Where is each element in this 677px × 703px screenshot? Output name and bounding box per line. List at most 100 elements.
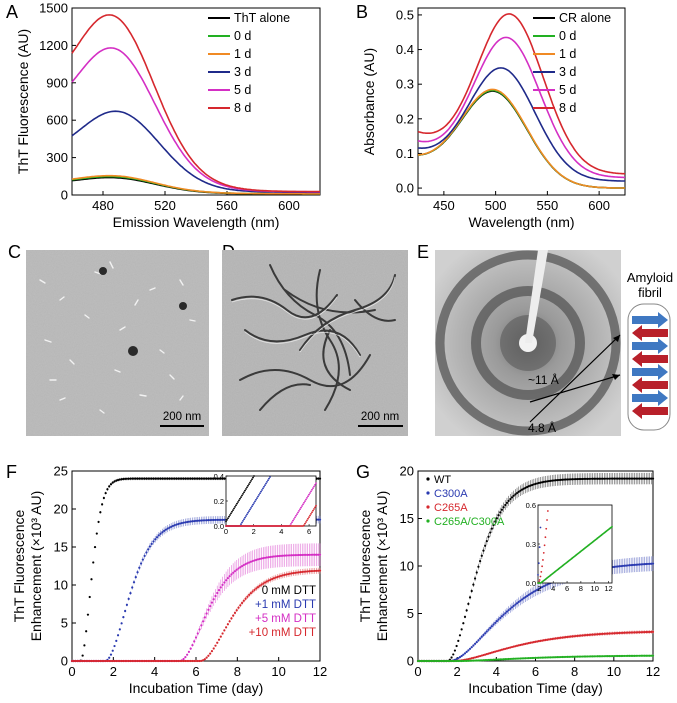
inset-point [243, 518, 245, 521]
data-point [113, 659, 116, 663]
data-point [578, 477, 581, 481]
data-point [203, 658, 206, 661]
legend-label: 3 d [559, 65, 576, 79]
inset-point [247, 511, 249, 514]
scale-label-c: 200 nm [163, 411, 201, 423]
data-point [520, 657, 524, 660]
data-point [279, 554, 283, 557]
data-point [157, 477, 160, 480]
inset-point [539, 575, 542, 578]
data-point [210, 477, 214, 480]
y-tick-label: 900 [46, 75, 68, 90]
data-point [203, 477, 206, 480]
data-point [203, 519, 206, 522]
legend-label: +10 mM DTT [249, 627, 316, 639]
data-point [432, 659, 435, 663]
series-line-5-d [417, 36, 625, 179]
data-point [147, 659, 150, 663]
x-tick-label: 480 [92, 198, 114, 213]
data-point [601, 477, 604, 480]
inset-y-tick-label: 0.2 [214, 497, 224, 506]
data-point [304, 553, 307, 556]
data-point [318, 477, 322, 480]
data-point [547, 479, 551, 483]
data-point [145, 551, 148, 554]
data-point [613, 565, 616, 568]
data-point [561, 478, 564, 481]
x-tick-label: 12 [313, 664, 327, 679]
inset-point [269, 476, 271, 478]
data-point [551, 479, 554, 482]
data-point [163, 529, 166, 532]
x-tick-label: 4 [151, 664, 158, 679]
data-point [244, 597, 247, 600]
data-point [646, 562, 650, 566]
inset-point [313, 485, 315, 488]
y-tick-label: 300 [46, 150, 68, 165]
data-point [633, 631, 636, 634]
data-point [219, 586, 222, 589]
data-point [546, 638, 549, 641]
data-point [544, 584, 547, 587]
data-point [620, 654, 623, 658]
data-point [217, 518, 221, 521]
data-point [77, 659, 81, 663]
data-point [645, 654, 648, 657]
data-point [529, 641, 532, 644]
data-point [235, 609, 238, 612]
inset-point [538, 579, 541, 581]
data-point [504, 658, 507, 661]
inset-point [241, 494, 243, 497]
data-point [608, 632, 611, 635]
inset-point [250, 506, 252, 509]
data-point [650, 562, 653, 565]
data-point [285, 573, 288, 576]
data-point [157, 659, 160, 663]
inset-point [267, 479, 269, 482]
x-tick-label: 600 [588, 198, 610, 213]
data-point [163, 477, 166, 480]
data-point [512, 657, 515, 660]
series--5-mm-dtt [70, 543, 322, 663]
data-point [159, 532, 162, 535]
inset-x-tick-label: 6 [565, 584, 569, 593]
data-point [651, 630, 655, 633]
data-point [152, 659, 155, 663]
x-axis-label: Incubation Time (day) [129, 680, 264, 696]
inset-point [306, 519, 308, 522]
data-point [473, 659, 477, 662]
data-point [136, 571, 139, 574]
data-point [131, 586, 134, 589]
data-point [621, 631, 624, 634]
data-point [596, 655, 599, 658]
data-point [93, 545, 97, 549]
data-point [603, 655, 606, 658]
data-point [603, 477, 606, 480]
data-point [242, 563, 245, 567]
data-point [308, 553, 311, 556]
x-tick-label: 10 [607, 664, 621, 679]
data-point [205, 477, 208, 480]
data-point [635, 477, 638, 480]
inset-y-tick-label: 0.0 [526, 579, 536, 588]
tem-image-c: 200 nm [26, 250, 209, 436]
data-point [640, 477, 643, 480]
data-point [72, 659, 75, 663]
data-point [171, 524, 175, 528]
data-point [515, 491, 519, 495]
data-point [604, 477, 608, 480]
data-point [90, 659, 93, 663]
data-point [569, 655, 572, 658]
data-point [562, 636, 566, 639]
data-point [164, 477, 167, 480]
data-point [536, 656, 539, 659]
data-point [586, 633, 589, 637]
fibril-title-2: fibril [638, 285, 662, 300]
data-point [578, 655, 581, 658]
data-point [588, 477, 591, 480]
tem-image-d: 200 nm [222, 250, 408, 436]
data-point [524, 657, 527, 660]
data-point [492, 658, 495, 661]
data-point [219, 477, 222, 480]
data-point [170, 659, 173, 663]
